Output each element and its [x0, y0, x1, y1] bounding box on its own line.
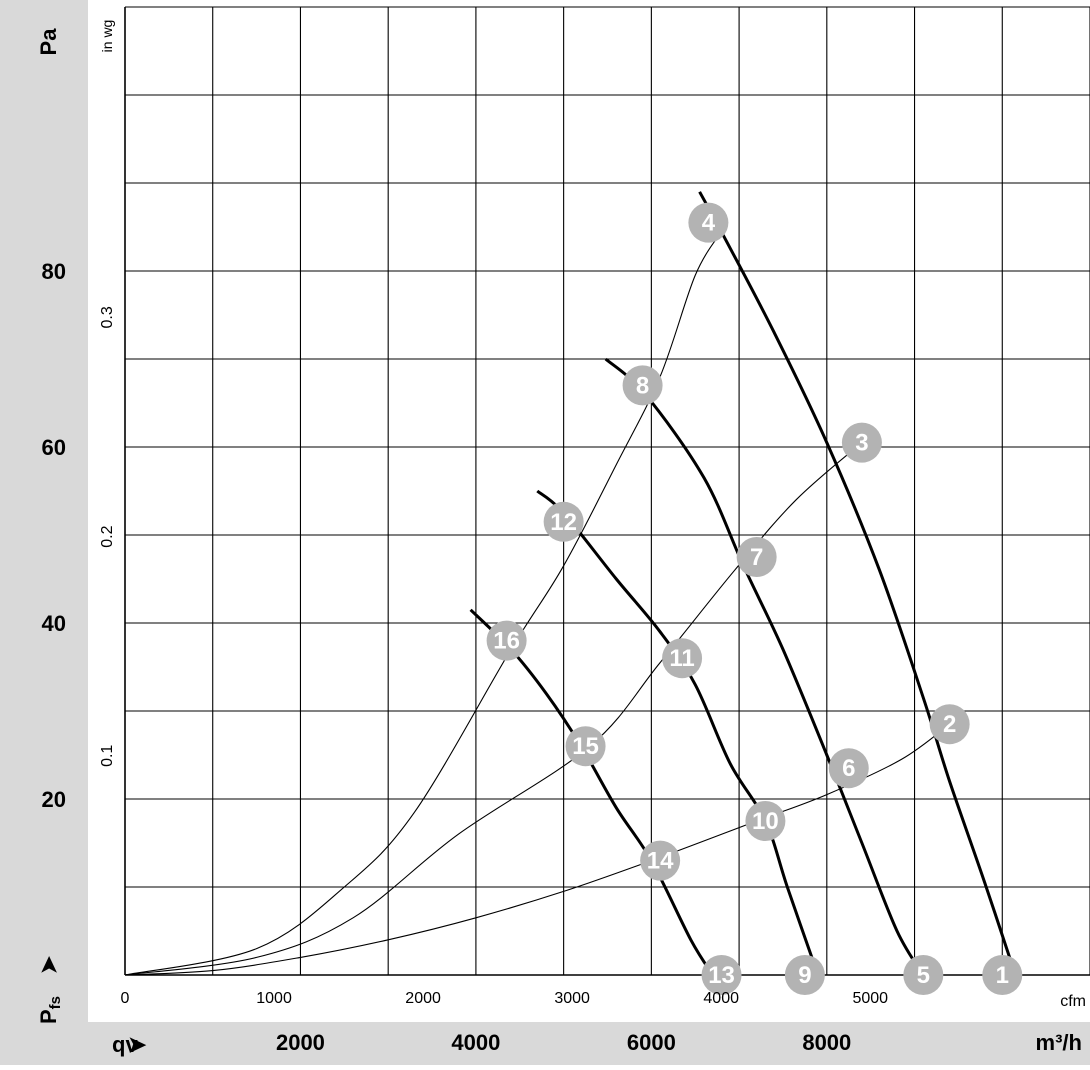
system-curve-5: [124, 442, 863, 976]
marker-8: 8: [622, 365, 663, 406]
marker-2: 2: [929, 704, 970, 745]
marker-circle: [701, 955, 742, 995]
system-curve-6: [124, 723, 950, 976]
marker-circle: [736, 537, 777, 577]
marker-9: 9: [784, 955, 825, 995]
marker-circle: [828, 748, 869, 789]
marker-circle: [565, 726, 606, 767]
marker-5: 5: [903, 955, 944, 995]
marker-circle: [688, 202, 729, 243]
marker-6: 6: [828, 748, 869, 789]
marker-circle: [486, 620, 527, 661]
marker-label: 10: [752, 808, 779, 835]
y-axis-unit-inwg: in wg: [99, 20, 115, 53]
marker-13: 13: [701, 955, 742, 995]
qv-axis-label: qv: [112, 1032, 138, 1057]
bottom-axis-band: [0, 1022, 1090, 1065]
marker-7: 7: [736, 537, 777, 577]
marker-label: 3: [855, 430, 868, 457]
y-axis-unit-pa: Pa: [36, 28, 61, 56]
marker-circle: [982, 955, 1023, 995]
x-tick-cfm: 0: [121, 990, 130, 1007]
marker-label: 12: [550, 509, 577, 536]
qv-arrow: ➤: [128, 1032, 147, 1057]
marker-label: 1: [996, 962, 1009, 989]
marker-4: 4: [688, 202, 729, 243]
grid-lines: [124, 6, 1090, 976]
marker-label: 11: [669, 645, 694, 672]
x-tick-cfm: 1000: [256, 990, 292, 1007]
marker-circle: [745, 801, 786, 841]
x-tick-m3h: 2000: [276, 1030, 325, 1055]
x-tick-cfm: 2000: [405, 990, 441, 1007]
left-axis-band: [0, 0, 88, 1065]
marker-label: 4: [702, 210, 716, 237]
marker-label: 9: [798, 962, 811, 989]
system-curve-4: [124, 231, 722, 976]
y-tick-pa: 60: [42, 435, 66, 460]
speed-curve-1: [604, 357, 925, 976]
x-tick-cfm: 4000: [703, 990, 739, 1007]
marker-label: 8: [636, 372, 649, 399]
marker-circle: [662, 638, 703, 679]
tick-labels-group: 20 40 60 80 0.1 0.2 0.3 2000 4000 6000 8000 0 1000 20…: [42, 259, 889, 1055]
pfs-axis-label: Pfs: [36, 996, 64, 1024]
marker-circle: [841, 422, 882, 463]
marker-14: 14: [640, 840, 681, 881]
marker-circle: [640, 840, 681, 881]
marker-label: 6: [842, 755, 855, 782]
curves-group: [124, 191, 1017, 976]
x-axis-unit-cfm: cfm: [1060, 993, 1086, 1010]
marker-label: 13: [708, 962, 735, 989]
y-tick-inwg: 0.2: [99, 525, 116, 547]
x-tick-cfm: 5000: [852, 990, 888, 1007]
pfs-arrow: ➤: [36, 955, 61, 974]
y-tick-pa: 20: [42, 787, 66, 812]
marker-circle: [903, 955, 944, 995]
marker-15: 15: [565, 726, 606, 767]
marker-label: 14: [647, 848, 674, 875]
marker-circle: [622, 365, 663, 406]
marker-label: 7: [750, 544, 763, 571]
x-axis-unit-m3h: m³/h: [1036, 1030, 1082, 1055]
marker-circle: [784, 955, 825, 995]
marker-1: 1: [982, 955, 1023, 995]
marker-3: 3: [841, 422, 882, 463]
pfs-label-sub: fs: [47, 996, 64, 1009]
x-tick-cfm: 3000: [554, 990, 590, 1007]
marker-circle: [543, 501, 584, 542]
marker-11: 11: [662, 638, 703, 679]
marker-10: 10: [745, 801, 786, 841]
marker-label: 15: [572, 733, 599, 760]
marker-circle: [929, 704, 970, 745]
y-tick-inwg: 0.3: [99, 306, 116, 328]
speed-curve-2: [536, 489, 820, 976]
x-tick-m3h: 6000: [627, 1030, 676, 1055]
marker-label: 2: [943, 711, 956, 738]
marker-12: 12: [543, 501, 584, 542]
qv-label: qv: [112, 1032, 138, 1057]
marker-label: 16: [493, 628, 520, 655]
y-tick-pa: 40: [42, 611, 66, 636]
marker-label: 5: [917, 962, 930, 989]
pfs-label-main: P: [36, 1009, 61, 1024]
x-tick-m3h: 8000: [802, 1030, 851, 1055]
speed-curve-0: [698, 191, 1017, 976]
y-tick-pa: 80: [42, 259, 66, 284]
y-tick-inwg: 0.1: [99, 745, 116, 767]
x-tick-m3h: 4000: [451, 1030, 500, 1055]
marker-16: 16: [486, 620, 527, 661]
